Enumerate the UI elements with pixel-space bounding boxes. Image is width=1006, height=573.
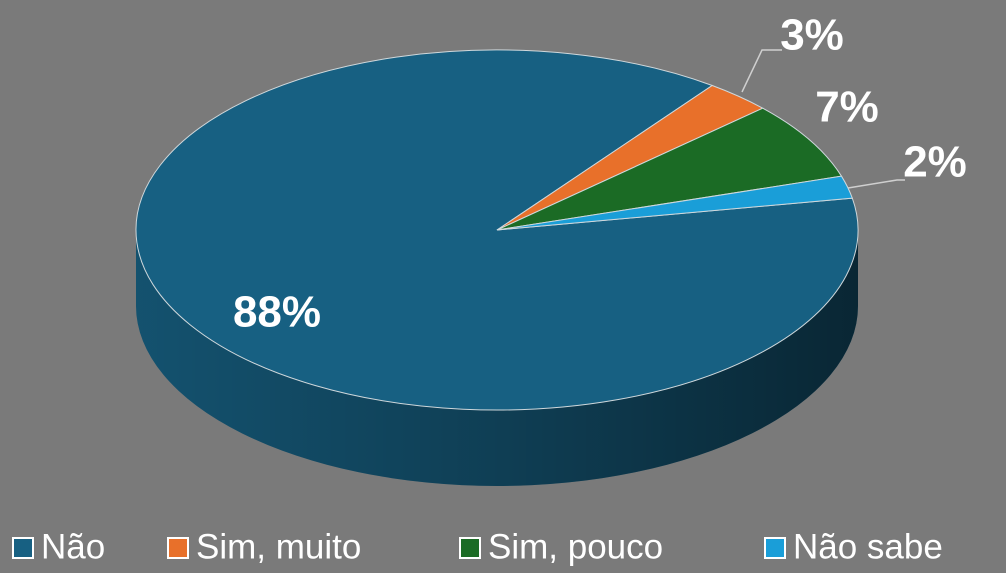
data-label: 3% [780,11,844,60]
legend-label: Não sabe [793,527,943,566]
data-label: 2% [903,138,967,187]
slice [496,107,843,231]
legend-swatch [12,537,34,559]
slice-side-shade [136,230,858,486]
legend-swatch [764,537,786,559]
legend-label: Sim, muito [196,527,361,566]
slice [496,175,853,231]
legend-label: Não [41,527,105,566]
data-label: 7% [815,83,879,132]
legend-swatch [459,537,481,559]
leader-line [847,179,905,189]
leader-line [741,49,782,93]
legend-label: Sim, pouco [488,527,663,566]
legend-swatch [167,537,189,559]
data-label: 88% [233,288,321,337]
